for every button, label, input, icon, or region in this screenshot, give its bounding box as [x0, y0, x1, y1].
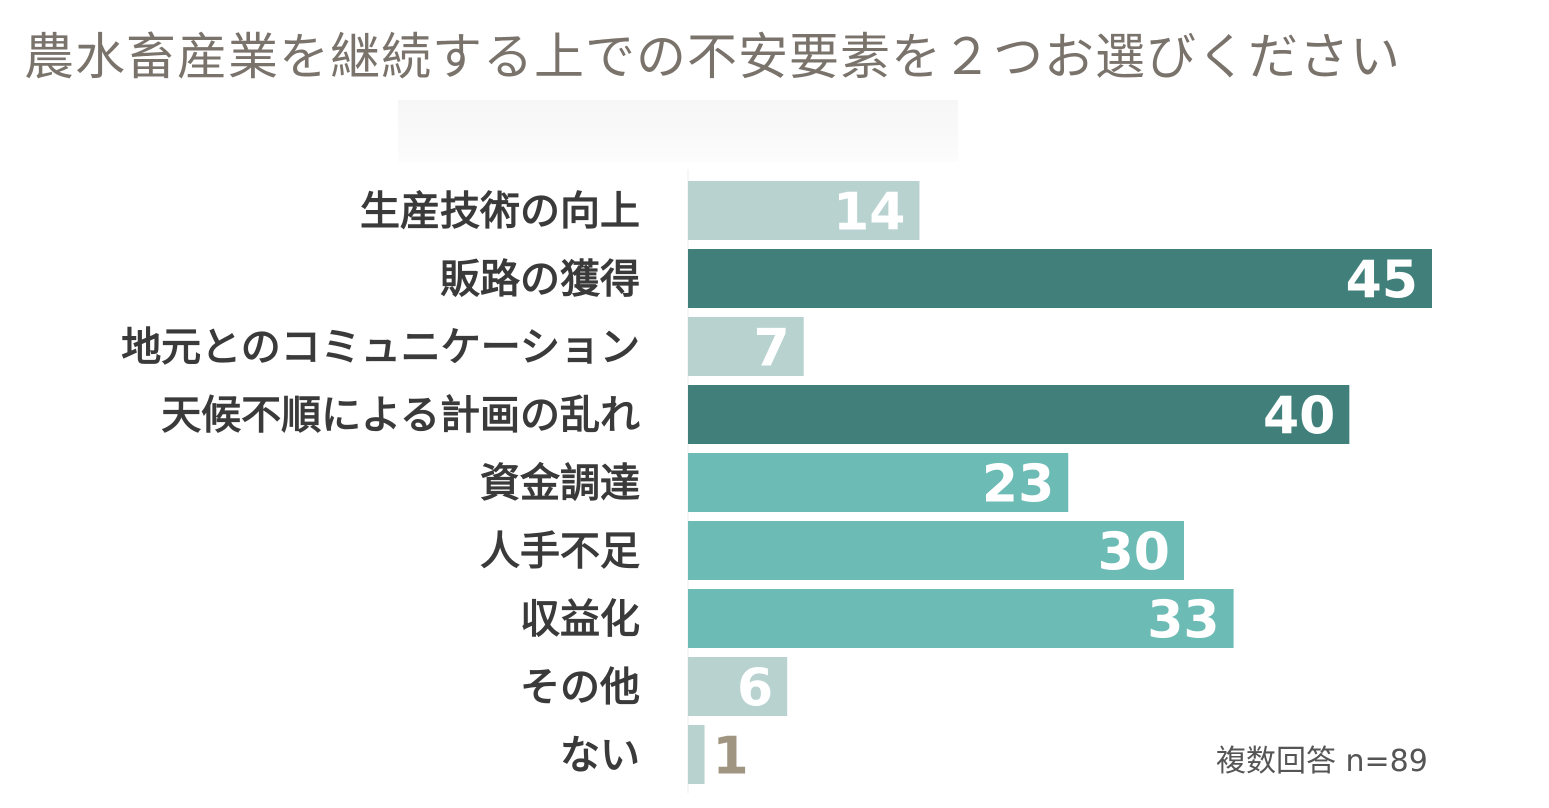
- value-label-4: 23: [982, 455, 1054, 515]
- bar-3: [688, 385, 1350, 444]
- category-labels: 生産技術の向上販路の獲得地元とのコミュニケーション天候不順による計画の乱れ資金調…: [121, 189, 640, 779]
- title-shade: [398, 100, 958, 162]
- bar-5: [688, 521, 1184, 580]
- category-label-3: 天候不順による計画の乱れ: [161, 393, 640, 439]
- bar-4: [688, 453, 1069, 512]
- category-label-5: 人手不足: [480, 529, 640, 575]
- footnote: 複数回答 n=89: [1216, 744, 1428, 779]
- chart-title: 農水畜産業を継続する上での不安要素を２つお選びください: [24, 28, 1401, 86]
- value-label-6: 33: [1147, 591, 1219, 651]
- bar-8: [688, 725, 705, 784]
- category-label-6: 収益化: [520, 597, 640, 643]
- category-label-8: ない: [560, 733, 640, 779]
- value-label-0: 14: [833, 183, 905, 243]
- value-labels: 14 45 7 40 23 30 33 6 1: [713, 183, 1418, 787]
- category-label-7: その他: [520, 665, 640, 711]
- bar-6: [688, 589, 1234, 648]
- value-label-7: 6: [737, 659, 773, 719]
- bars-layer: [688, 181, 1432, 784]
- bar-2: [688, 317, 804, 376]
- value-label-1: 45: [1346, 251, 1418, 311]
- category-label-4: 資金調達: [480, 461, 640, 507]
- category-label-1: 販路の獲得: [440, 257, 640, 303]
- value-label-2: 7: [754, 319, 790, 379]
- bar-7: [688, 657, 788, 716]
- value-label-5: 30: [1098, 523, 1170, 583]
- bar-1: [688, 249, 1432, 308]
- category-label-0: 生産技術の向上: [360, 189, 640, 235]
- bar-0: [688, 181, 920, 240]
- category-label-2: 地元とのコミュニケーション: [121, 325, 640, 371]
- value-label-8: 1: [713, 727, 749, 787]
- value-label-3: 40: [1263, 387, 1335, 447]
